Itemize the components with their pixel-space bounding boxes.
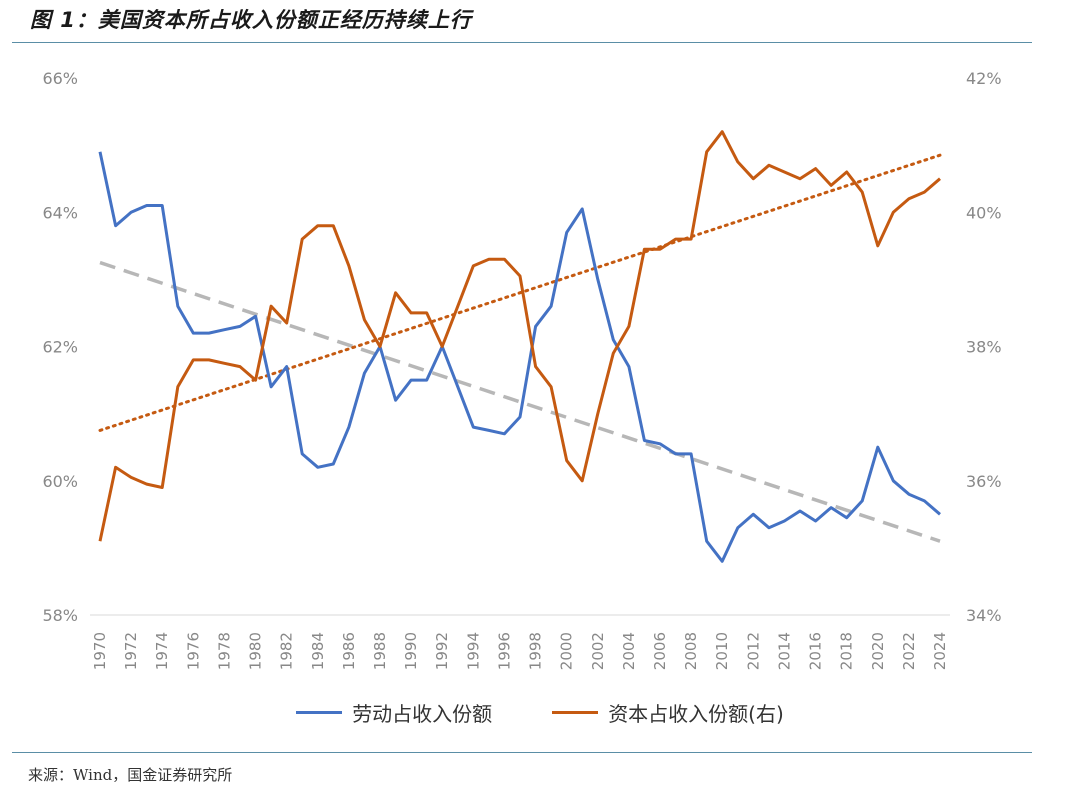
y-left-tick-label: 60% (42, 472, 78, 491)
source-rule (12, 752, 1032, 753)
legend-item-labor: 劳动占收入份额 (296, 698, 492, 727)
x-tick-label: 1970 (91, 632, 109, 670)
y-right-tick-label: 34% (966, 606, 1002, 625)
y-right-tick-label: 36% (966, 472, 1002, 491)
y-right-tick-label: 40% (966, 203, 1002, 222)
x-tick-label: 2012 (744, 632, 762, 670)
x-tick-label: 1984 (309, 632, 327, 670)
x-tick-label: 2002 (589, 632, 607, 670)
x-tick-label: 2014 (775, 632, 793, 670)
labor-trendline (99, 260, 941, 543)
x-tick-label: 1994 (464, 632, 482, 670)
y-left-tick-label: 64% (42, 203, 78, 222)
legend-swatch-capital (552, 711, 599, 714)
x-tick-label: 1976 (184, 632, 202, 670)
legend-label-labor: 劳动占收入份额 (352, 702, 493, 726)
y-left-tick-label: 58% (42, 606, 78, 625)
x-tick-label: 2010 (713, 632, 731, 670)
x-tick-label: 1980 (247, 632, 265, 670)
chart-legend: 劳动占收入份额 资本占收入份额(右) (0, 698, 1080, 727)
x-tick-label: 2022 (900, 632, 918, 670)
x-tick-label: 2024 (931, 632, 949, 670)
source-note: 来源：Wind，国金证券研究所 (28, 766, 233, 784)
x-tick-label: 1990 (402, 632, 420, 670)
capital-share-line (98, 130, 941, 542)
line-chart: 58% 60% 62% 64% 66% 34% 36% 38% 40% 42% 1970 1972 19… (42, 69, 1002, 670)
x-tick-label: 1996 (495, 632, 513, 670)
legend-item-capital: 资本占收入份额(右) (552, 698, 784, 727)
y-left-tick-label: 66% (42, 69, 78, 88)
x-tick-label: 2006 (651, 632, 669, 670)
x-tick-label: 1972 (122, 632, 140, 670)
x-tick-label: 2008 (682, 632, 700, 670)
x-tick-label: 1974 (153, 632, 171, 670)
x-tick-label: 1988 (371, 632, 389, 670)
y-right-tick-label: 38% (966, 338, 1002, 357)
x-tick-label: 1998 (527, 632, 545, 670)
y-right-tick-label: 42% (966, 69, 1002, 88)
x-tick-label: 1986 (340, 632, 358, 670)
y-left-tick-label: 62% (42, 338, 78, 357)
x-tick-label: 2016 (807, 632, 825, 670)
figure-title: 图 1：美国资本所占收入份额正经历持续上行 (30, 8, 472, 32)
capital-trendline (98, 153, 942, 432)
legend-label-capital: 资本占收入份额(右) (608, 702, 784, 726)
x-tick-label: 2004 (620, 632, 638, 670)
x-tick-label: 1982 (278, 632, 296, 670)
x-tick-label: 1992 (433, 632, 451, 670)
x-tick-label: 1978 (215, 632, 233, 670)
legend-swatch-labor (296, 711, 343, 714)
x-tick-label: 2020 (869, 632, 887, 670)
x-tick-label: 2018 (838, 632, 856, 670)
x-tick-label: 2000 (558, 632, 576, 670)
labor-share-line (98, 151, 941, 563)
title-rule (12, 42, 1032, 43)
